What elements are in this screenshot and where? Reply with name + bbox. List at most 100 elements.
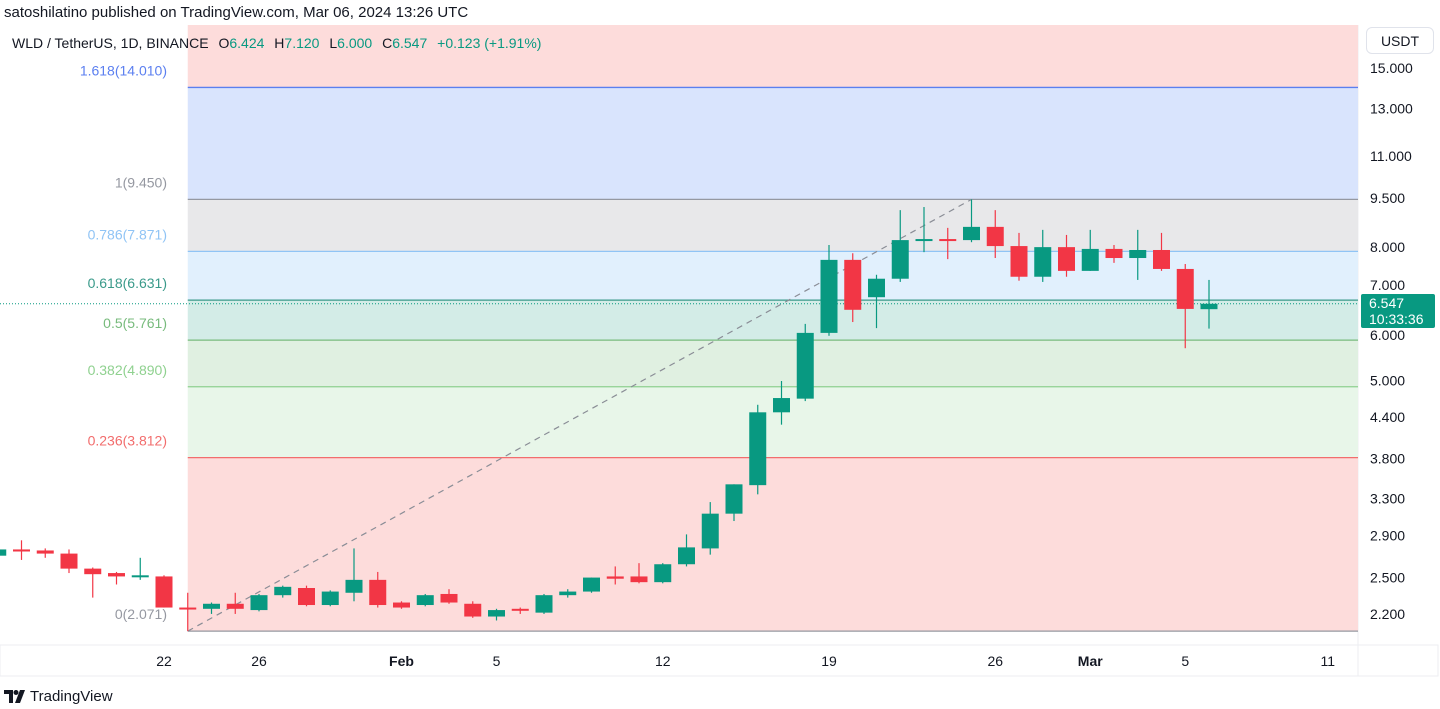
candle-body: [630, 576, 648, 583]
ohlc-open: O6.424: [218, 35, 265, 51]
fib-zone-0.236: [187, 457, 1358, 632]
candle-body: [464, 603, 482, 617]
fib-label-0.382: 0.382(4.890): [88, 362, 167, 378]
candle-body: [60, 553, 78, 569]
price-tick-label: 2.900: [1370, 527, 1405, 543]
ohlc-low: L6.000: [329, 35, 373, 51]
candle-body: [131, 575, 149, 578]
fibonacci-zones: [187, 25, 1358, 632]
candle-body: [179, 607, 197, 610]
candle-body: [488, 610, 505, 617]
fib-label-0.786: 0.786(7.871): [88, 226, 167, 242]
fib-label-1: 1(9.450): [115, 174, 167, 190]
time-tick-label: 26: [987, 653, 1003, 669]
price-tick-label: 11.000: [1370, 148, 1412, 164]
candle-body: [535, 595, 553, 613]
currency-button[interactable]: USDT: [1366, 27, 1434, 54]
candle-body: [701, 513, 719, 549]
bar-countdown: 10:33:36: [1369, 311, 1424, 327]
price-tick-label: 3.800: [1370, 450, 1405, 466]
price-tick-label: 15.000: [1370, 60, 1413, 76]
ohlc-close: C6.547: [382, 35, 428, 51]
candle-body: [891, 240, 909, 279]
fib-zone-outer: [187, 25, 1358, 88]
candle-body: [606, 576, 624, 579]
candle-body: [1081, 248, 1099, 271]
candle-body: [1153, 249, 1170, 269]
candle-body: [583, 577, 600, 592]
tradingview-logo-icon: [4, 689, 25, 703]
candle-body: [844, 259, 862, 310]
fib-zone-1: [187, 199, 1358, 252]
time-tick-label: 11: [1320, 653, 1335, 669]
time-tick-label: 22: [156, 653, 172, 669]
candle-body: [559, 591, 577, 596]
publish-info: satoshilatino published on TradingView.c…: [4, 4, 469, 21]
candle-body: [393, 602, 410, 608]
candle-body: [868, 278, 885, 298]
candles: [0, 199, 1218, 632]
candle-body: [1200, 303, 1218, 310]
candle-body: [820, 259, 838, 333]
time-tick-label: 5: [493, 653, 501, 669]
candle-body: [369, 579, 387, 606]
candle-body: [511, 608, 529, 611]
time-tick-label: 5: [1181, 653, 1189, 669]
candle-body: [1105, 248, 1123, 259]
candle-body: [773, 398, 790, 413]
candle-body: [321, 591, 339, 606]
tradingview-logo[interactable]: TradingView: [4, 688, 113, 705]
time-tick-label: Feb: [389, 653, 414, 669]
candle-body: [345, 579, 363, 593]
last-price-value: 6.547: [1369, 295, 1405, 311]
candle-body: [986, 226, 1004, 247]
last-price-label: 6.547 10:33:36: [1361, 294, 1435, 328]
fib-zone-0.618: [187, 300, 1358, 341]
fibonacci-labels: 1.618(14.010) 1(9.450) 0.786(7.871) 0.618(6…: [80, 62, 167, 622]
time-tick-label: 19: [821, 653, 837, 669]
candle-body: [440, 593, 458, 603]
ohlc-change: +0.123 (+1.91%): [437, 35, 542, 51]
price-tick-label: 5.000: [1370, 372, 1405, 388]
price-tick-label: 4.400: [1370, 409, 1405, 425]
time-tick-label: 26: [251, 653, 267, 669]
candle-body: [36, 550, 54, 554]
candle-body: [416, 595, 434, 606]
candle-body: [1034, 247, 1052, 277]
fibonacci-trend-line: [0, 198, 1358, 632]
candle-body: [0, 549, 7, 556]
price-tick-label: 9.500: [1370, 190, 1405, 206]
candle-body: [725, 484, 743, 514]
price-axis: 15.000 13.000 11.000 9.500 8.000 7.000 6.000 5.…: [1370, 60, 1413, 622]
candle-body: [1058, 247, 1075, 271]
candle-body: [963, 226, 980, 241]
candle-body: [796, 332, 814, 399]
candle-body: [274, 586, 292, 596]
candle-body: [915, 239, 933, 242]
ohlc-high: H7.120: [274, 35, 320, 51]
candle-body: [1176, 268, 1194, 309]
candle-body: [155, 576, 173, 608]
candle-body: [939, 239, 957, 242]
fib-label-0.618: 0.618(6.631): [88, 275, 167, 291]
candle-body: [250, 595, 268, 611]
candle-body: [226, 603, 244, 609]
candle-body: [298, 588, 315, 606]
symbol-legend: WLD / TetherUS, 1D, BINANCE O6.424 H7.12…: [12, 35, 547, 51]
candle-body: [108, 573, 125, 577]
candle-body: [84, 568, 102, 575]
price-tick-label: 8.000: [1370, 239, 1405, 255]
candle-body: [654, 564, 672, 583]
price-tick-label: 13.000: [1370, 101, 1413, 117]
price-tick-label: 2.200: [1370, 606, 1405, 622]
fib-label-0: 0(2.071): [115, 606, 167, 622]
candle-body: [678, 547, 695, 565]
time-tick-label: Mar: [1078, 653, 1103, 669]
fib-zone-1.618: [187, 87, 1358, 200]
candle-body: [749, 412, 767, 486]
tradingview-brand: TradingView: [30, 688, 113, 705]
fib-zone-0.382: [187, 386, 1358, 458]
symbol-title[interactable]: WLD / TetherUS, 1D, BINANCE: [12, 35, 209, 51]
candle-body: [13, 549, 30, 552]
